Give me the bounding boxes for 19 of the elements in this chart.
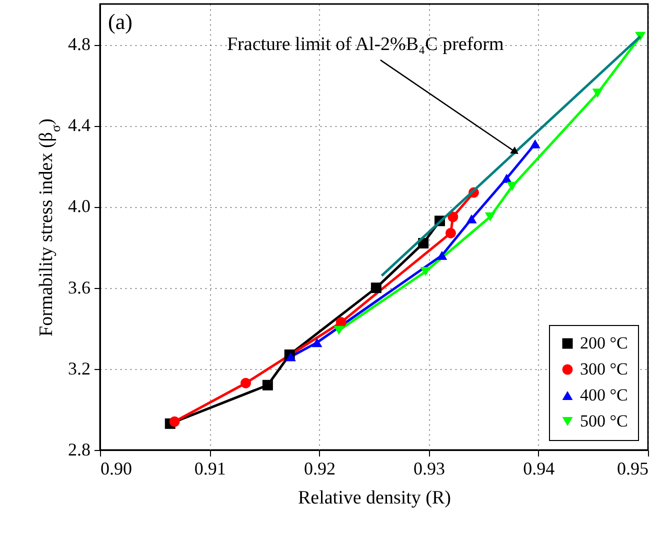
legend-label: 300 °C	[580, 360, 628, 378]
y-tick-label: 4.4	[68, 115, 90, 136]
x-tick-label: 0.92	[304, 458, 336, 478]
x-tick-label: 0.95	[617, 458, 648, 478]
x-tick-label: 0.94	[523, 458, 555, 478]
x-axis-title: Relative density (R)	[298, 488, 452, 508]
y-tick-label: 3.2	[68, 358, 90, 378]
y-tick-label: 3.6	[68, 277, 90, 298]
y-tick-label: 2.8	[68, 440, 90, 460]
legend-label: 500 °C	[580, 412, 628, 430]
x-tick-label: 0.93	[414, 458, 446, 478]
x-tick-label: 0.91	[194, 458, 226, 478]
annotation: Fracture limit of Al-2%B₄C preform	[226, 34, 504, 55]
annotation: (a)	[108, 9, 132, 34]
y-tick-label: 4.8	[68, 34, 90, 54]
x-tick-label: 0.90	[100, 458, 132, 478]
legend-label: 400 °C	[580, 386, 628, 404]
y-tick-label: 4.0	[68, 196, 90, 216]
legend-label: 200 °C	[580, 334, 628, 352]
